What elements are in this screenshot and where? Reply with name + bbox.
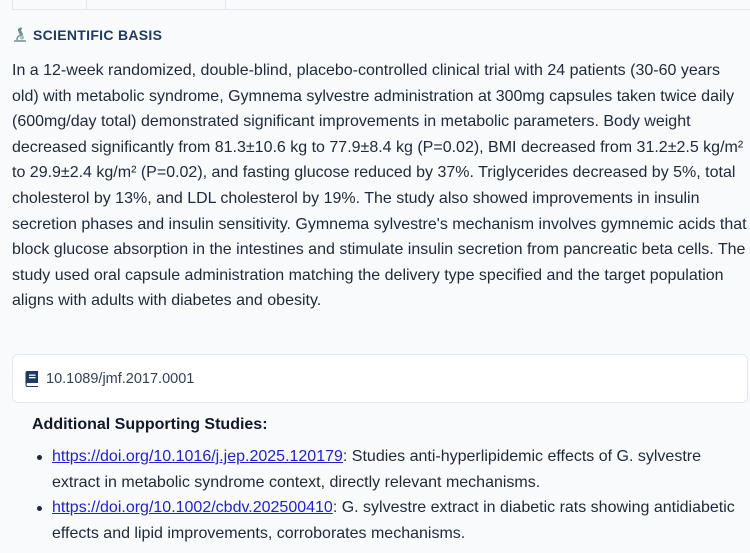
section-title: SCIENTIFIC BASIS (33, 27, 163, 43)
study-description: : G. sylvestre extract in diabetic rats … (52, 499, 735, 542)
section-header: SCIENTIFIC BASIS (12, 27, 162, 43)
study-description: : Studies anti-hyperlipidemic effects of… (52, 448, 701, 491)
table-cell (226, 0, 750, 9)
additional-studies-title: Additional Supporting Studies: (32, 416, 268, 433)
table-cell (87, 0, 226, 9)
study-link[interactable]: https://doi.org/10.1002/cbdv.202500410 (52, 499, 333, 517)
book-icon (25, 370, 39, 387)
scientific-basis-paragraph: In a 12-week randomized, double-blind, p… (12, 62, 747, 310)
citation-doi[interactable]: 10.1089/jmf.2017.0001 (46, 370, 195, 387)
list-item: https://doi.org/10.1016/j.jep.2025.12017… (32, 444, 750, 495)
microscope-icon (12, 27, 28, 43)
study-link[interactable]: https://doi.org/10.1016/j.jep.2025.12017… (52, 448, 343, 465)
list-item: https://doi.org/10.1002/cbdv.202500410: … (32, 495, 750, 546)
study-list: https://doi.org/10.1016/j.jep.2025.12017… (32, 444, 750, 546)
previous-table-bottom-edge (12, 0, 750, 10)
citation-card: 10.1089/jmf.2017.0001 (12, 354, 748, 403)
table-cell (13, 0, 87, 9)
additional-studies-section: Additional Supporting Studies: https://d… (32, 414, 750, 546)
